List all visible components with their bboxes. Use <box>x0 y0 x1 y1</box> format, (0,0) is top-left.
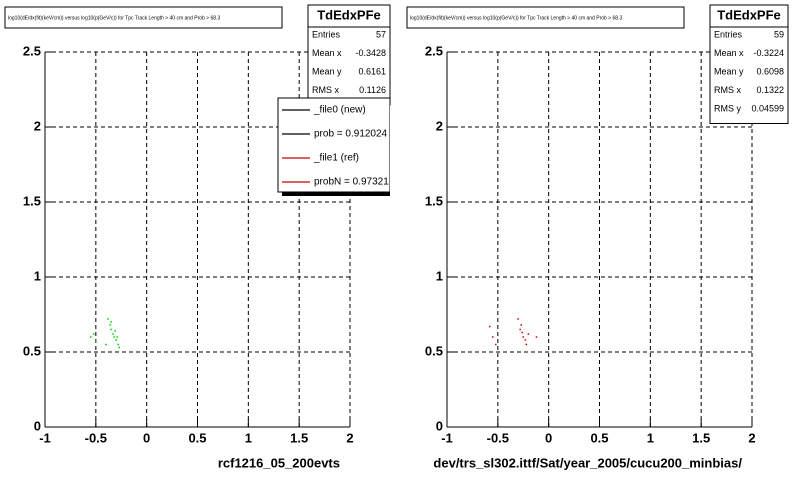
point <box>117 343 119 346</box>
y-tick-label: 2.5 <box>23 43 41 58</box>
stats-box <box>307 4 391 106</box>
point <box>113 336 115 338</box>
stats-value: 57 <box>376 29 386 39</box>
y-tick-label: 0 <box>34 418 41 433</box>
point <box>114 330 116 332</box>
stats-value: 59 <box>774 29 784 39</box>
point <box>519 328 521 331</box>
legend-label: _file1 (ref) <box>313 153 359 164</box>
stats-value: 0.1126 <box>359 85 386 95</box>
point <box>90 336 92 338</box>
y-tick-label: 1.5 <box>425 193 443 208</box>
y-tick-label: 0 <box>436 418 443 433</box>
legend-label: _file0 (new) <box>313 105 366 116</box>
stats-value: -0.3224 <box>753 48 784 58</box>
point <box>492 336 494 338</box>
point <box>524 339 527 341</box>
x-tick-label: 0 <box>545 430 552 445</box>
point <box>107 318 109 320</box>
point <box>116 336 118 338</box>
stats-value: 0.1322 <box>756 85 784 95</box>
stats-label: Entries <box>312 29 341 39</box>
stats-label: RMS y <box>714 103 742 113</box>
title-box <box>4 6 283 29</box>
x-tick-label: 1 <box>647 430 654 445</box>
stats-label: Mean y <box>312 66 342 76</box>
point <box>115 339 117 341</box>
point <box>93 333 95 335</box>
stats-label: Mean x <box>714 48 744 58</box>
legend-label: prob = 0.912024 <box>314 129 388 140</box>
stats-value: 0.04599 <box>751 103 784 113</box>
y-tick-label: 1 <box>34 268 41 283</box>
legend: _file0 (new) prob = 0.912024 _file1 (ref) p… <box>277 97 390 196</box>
y-tick-label: 0.5 <box>425 343 443 358</box>
point <box>535 336 538 338</box>
point <box>525 343 528 346</box>
stats-label: Entries <box>714 29 743 39</box>
stats-label: Mean x <box>312 48 342 58</box>
x-tick-label: 2 <box>346 430 353 445</box>
point <box>520 324 522 326</box>
point <box>112 333 114 335</box>
y-tick-label: 0.5 <box>23 343 41 358</box>
point <box>495 343 497 346</box>
stats-label: RMS x <box>312 85 340 95</box>
x-axis-label: dev/trs_sl302.ittf/Sat/year_2005/cucu200… <box>433 455 742 470</box>
x-tick-label: 2 <box>748 430 755 445</box>
stats-label: Mean y <box>714 66 744 76</box>
x-tick-label: 1 <box>245 430 252 445</box>
point <box>110 321 112 323</box>
stats-title: TdEdxPFe <box>317 7 381 22</box>
point <box>110 328 112 331</box>
y-tick-label: 2.5 <box>425 43 443 58</box>
point <box>105 343 107 346</box>
y-tick-label: 1.5 <box>23 193 41 208</box>
point <box>517 318 519 320</box>
plot-title: log10(dE/dx(fit)(keV/cm)) versus log10(p… <box>410 15 622 21</box>
y-tick-label: 2 <box>34 118 41 133</box>
x-axis-label: rcf1216_05_200evts <box>218 455 340 470</box>
legend-box <box>277 97 390 193</box>
x-tick-label: -0.5 <box>85 430 107 445</box>
point <box>488 325 491 328</box>
stats-value: 0.6098 <box>756 66 784 76</box>
stats-value: 0.6161 <box>358 66 386 76</box>
stats-value: -0.3428 <box>355 48 386 58</box>
x-tick-label: -1 <box>441 430 453 445</box>
x-tick-label: 1.5 <box>290 430 308 445</box>
y-tick-label: 2 <box>436 118 443 133</box>
x-tick-label: -1 <box>39 430 51 445</box>
point <box>95 340 97 343</box>
x-tick-label: 0.5 <box>188 430 206 445</box>
x-tick-label: 0.5 <box>590 430 608 445</box>
stats-box <box>709 4 789 124</box>
point <box>109 324 111 326</box>
plot-title: log10(dE/dx(fit)(keV/cm)) versus log10(p… <box>8 15 220 21</box>
point <box>521 331 523 334</box>
point <box>522 336 524 338</box>
x-tick-label: 1.5 <box>692 430 710 445</box>
stats-label: RMS x <box>714 85 742 95</box>
x-tick-label: 0 <box>143 430 150 445</box>
point <box>527 333 530 335</box>
y-tick-label: 1 <box>436 268 443 283</box>
legend-label: probN = 0.97321 <box>314 177 389 188</box>
stats-title: TdEdxPFe <box>717 7 781 22</box>
x-tick-label: -0.5 <box>487 430 509 445</box>
point <box>118 346 120 349</box>
title-box <box>406 6 685 29</box>
